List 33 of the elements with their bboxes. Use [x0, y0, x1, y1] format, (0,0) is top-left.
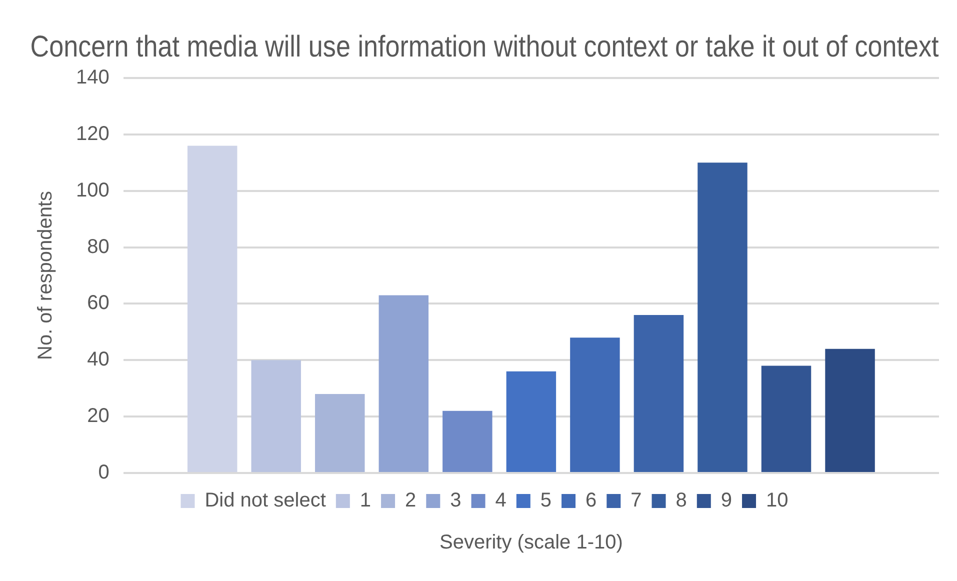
legend-label: 4 — [495, 490, 506, 512]
legend-label: 6 — [586, 490, 597, 512]
legend-label: 10 — [766, 490, 788, 512]
y-tick-label: 100 — [76, 179, 110, 202]
legend-label: 8 — [676, 490, 687, 512]
y-tick-label: 40 — [87, 348, 110, 371]
bar — [378, 295, 429, 472]
bar — [251, 360, 301, 472]
bar — [761, 366, 812, 472]
bar — [187, 146, 238, 472]
bar — [442, 410, 492, 472]
y-tick-label: 80 — [87, 236, 110, 258]
y-tick-label: 20 — [87, 405, 110, 428]
y-tick-label: 0 — [98, 462, 110, 484]
y-axis-title: No. of respondents — [34, 191, 57, 360]
legend-label: 3 — [450, 490, 462, 512]
y-tick-label: 60 — [87, 292, 110, 314]
bar — [506, 371, 556, 472]
legend-label: Did not select — [204, 490, 326, 512]
bar — [825, 348, 875, 472]
y-tick-label: 140 — [76, 66, 110, 89]
bar — [570, 338, 620, 472]
legend-label: 1 — [360, 490, 372, 512]
legend-label: 5 — [540, 490, 552, 512]
bar — [634, 315, 684, 472]
chart-title: Concern that media will use information without context or take it out of context — [30, 30, 939, 63]
bar — [315, 394, 365, 472]
legend-label: 2 — [405, 490, 416, 512]
legend-label: 9 — [720, 490, 732, 512]
y-tick-label: 120 — [76, 122, 110, 145]
bar — [698, 162, 748, 472]
x-axis-title: Severity (scale 1-10) — [439, 532, 623, 554]
legend-label: 7 — [630, 490, 642, 512]
